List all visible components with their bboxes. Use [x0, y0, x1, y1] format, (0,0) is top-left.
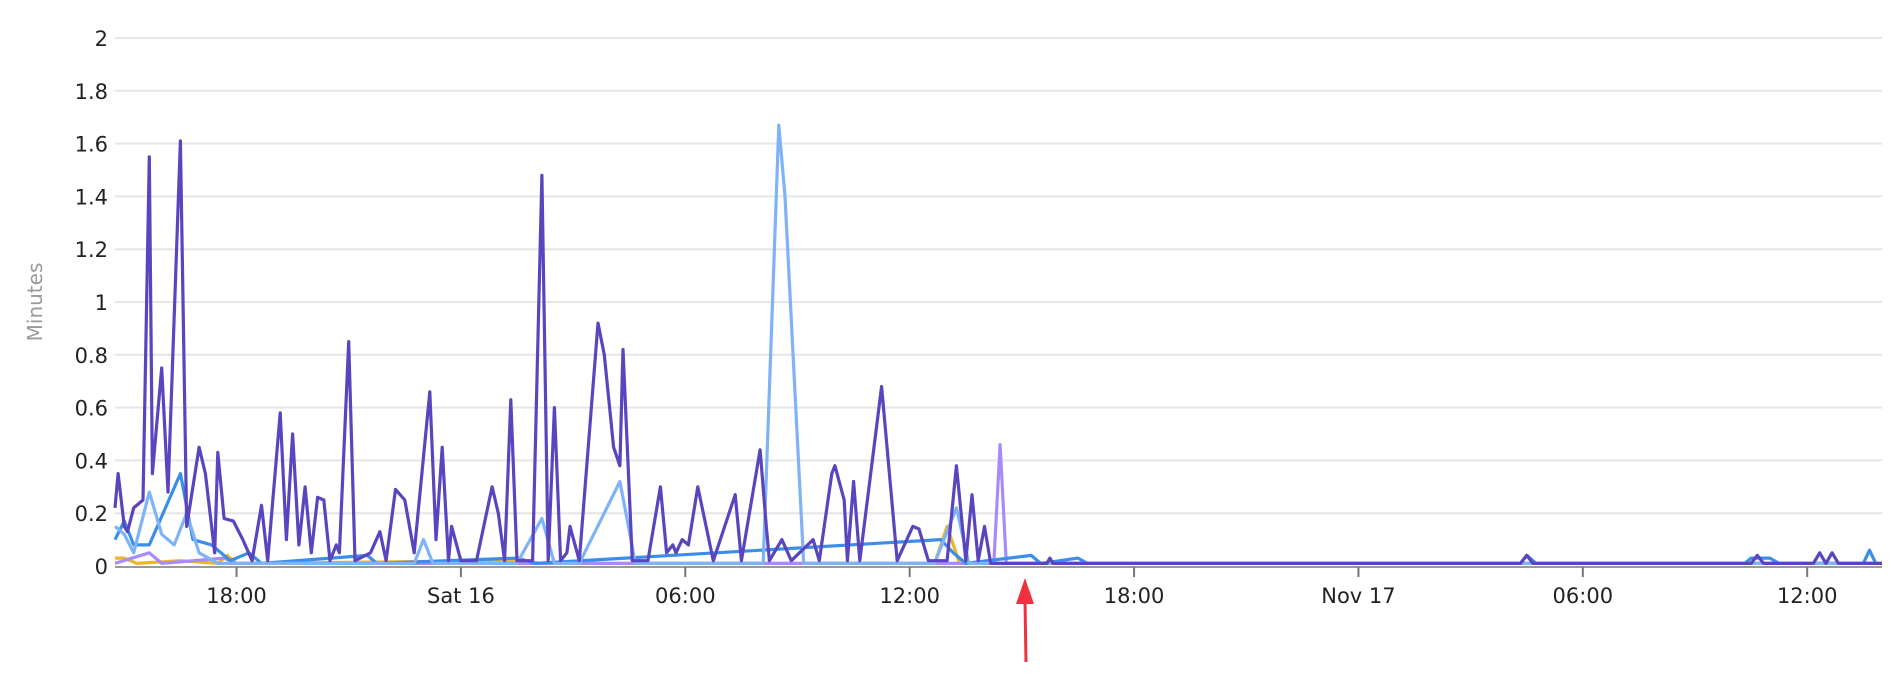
series-line-3: [113, 123, 1882, 565]
y-tick-label: 2: [95, 27, 108, 51]
series-lines: [113, 123, 1882, 565]
x-tick-label: 18:00: [1104, 584, 1165, 608]
x-axis-ticks: 18:00 Sat 16 06:00 12:00 18:00 Nov 17 06:00 12:…: [206, 567, 1837, 608]
y-tick-label: 0.2: [75, 502, 108, 526]
gridlines: [115, 37, 1882, 515]
y-axis-ticks: 0 0.2 0.4 0.6 0.8 1 1.2 1.4 1.6 1.8 2: [75, 27, 108, 579]
x-tick-label: Sat 16: [427, 584, 495, 608]
y-tick-label: 1.6: [75, 133, 108, 157]
y-tick-label: 0.4: [75, 449, 108, 473]
arrow-shaft: [1023, 599, 1028, 663]
y-tick-label: 0: [95, 555, 108, 579]
x-tick-label: 12:00: [879, 584, 940, 608]
series-line-1: [114, 443, 1882, 565]
red-arrow-annotation: [1015, 578, 1034, 663]
series-line-4: [113, 139, 1882, 565]
y-tick-label: 0.6: [75, 397, 108, 421]
y-tick-label: 1.4: [75, 185, 108, 209]
x-tick-label: 12:00: [1777, 584, 1838, 608]
y-tick-label: 0.8: [75, 344, 108, 368]
y-axis-label: Minutes: [23, 263, 47, 342]
y-tick-label: 1: [95, 291, 108, 315]
x-tick-label: 06:00: [655, 584, 716, 608]
y-tick-label: 1.2: [75, 238, 108, 262]
y-tick-label: 1.8: [75, 80, 108, 104]
arrow-head: [1015, 578, 1034, 604]
x-tick-label: 06:00: [1553, 584, 1614, 608]
x-tick-label: Nov 17: [1321, 584, 1395, 608]
x-tick-label: 18:00: [206, 584, 267, 608]
